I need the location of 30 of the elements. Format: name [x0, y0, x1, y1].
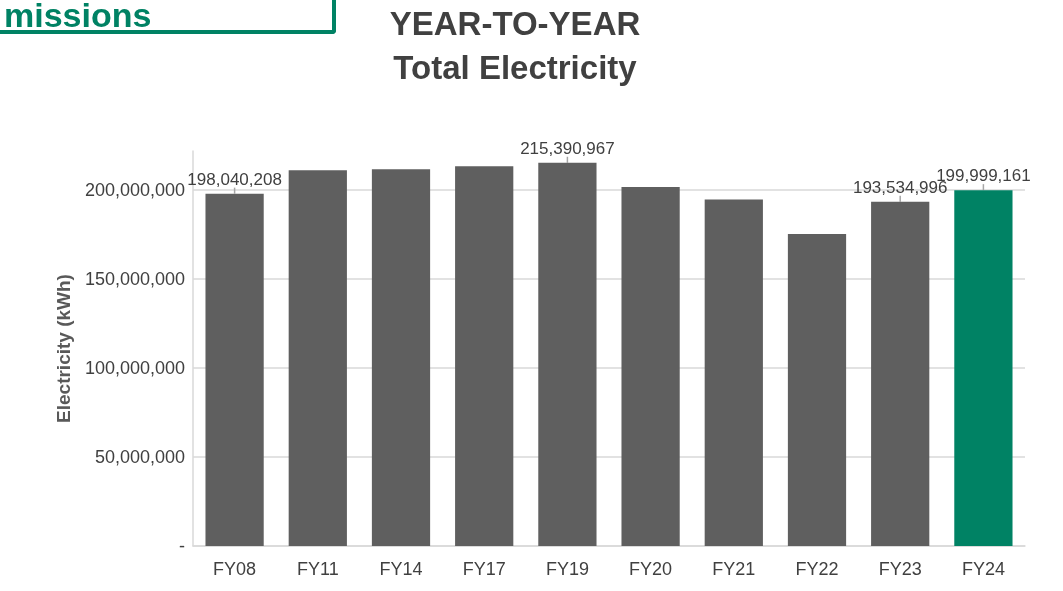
y-tick-label: 150,000,000	[84, 269, 185, 290]
bar	[371, 169, 431, 546]
bar	[954, 190, 1013, 546]
y-tick-label: -	[179, 536, 185, 556]
bar	[455, 166, 514, 546]
header-box: missions	[0, 0, 336, 34]
x-tick-label: FY22	[795, 559, 839, 579]
y-tick-label: 200,000,000	[84, 180, 185, 201]
y-axis-title: Electricity (kWh)	[53, 274, 74, 423]
chart-title: YEAR-TO-YEAR Total Electricity	[389, 4, 641, 86]
y-tick-label: 100,000,000	[84, 358, 185, 379]
data-label: 198,040,208	[187, 169, 282, 189]
bar	[787, 234, 847, 546]
x-tick-label: FY21	[712, 559, 756, 579]
data-label: 215,390,967	[520, 138, 615, 158]
bar	[621, 187, 680, 546]
bar	[288, 170, 347, 546]
bar	[538, 162, 597, 546]
x-tick-label: FY20	[629, 559, 673, 579]
x-tick-label: FY14	[379, 559, 423, 579]
bar	[871, 201, 930, 546]
x-tick-label: FY19	[545, 559, 589, 579]
x-tick-label: FY23	[878, 559, 922, 579]
x-tick-label: FY11	[296, 559, 339, 579]
x-tick-label: FY17	[462, 559, 506, 579]
x-tick-label: FY08	[213, 559, 257, 579]
bar	[205, 193, 264, 546]
bar	[704, 199, 763, 546]
x-tick-label: FY24	[961, 559, 1005, 579]
y-tick-label: 50,000,000	[94, 447, 185, 468]
